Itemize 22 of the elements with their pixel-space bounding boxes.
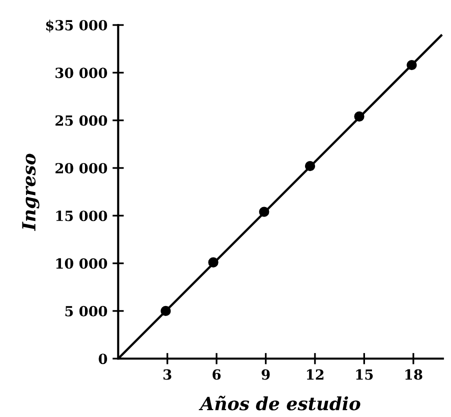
y-tick-label: 10 000: [56, 258, 108, 269]
y-tick-label: 0: [98, 354, 108, 364]
x-axis-title: Años de estudio: [198, 396, 360, 410]
point: [354, 111, 364, 122]
y-tick-label: 15 000: [56, 210, 108, 222]
y-tick-label: $35 000: [46, 20, 108, 32]
point: [259, 206, 270, 217]
x-tick-label: 3: [164, 369, 172, 380]
y-tick-label: 5 000: [65, 306, 108, 316]
x-tick-label: 6: [212, 369, 221, 380]
point: [406, 60, 417, 70]
x-tick-label: 12: [306, 369, 324, 380]
x-tick-label: 9: [262, 369, 270, 380]
y-tick-label: 30 000: [56, 68, 108, 78]
y-tick-label: 20 000: [56, 162, 108, 174]
y-tick-label: 25 000: [56, 115, 108, 126]
point: [304, 161, 316, 172]
x-tick-label: 15: [356, 369, 373, 380]
point: [160, 306, 171, 316]
point: [208, 257, 218, 268]
y-axis-title: Ingreso: [22, 154, 40, 231]
x-tick-label: 18: [405, 369, 422, 380]
